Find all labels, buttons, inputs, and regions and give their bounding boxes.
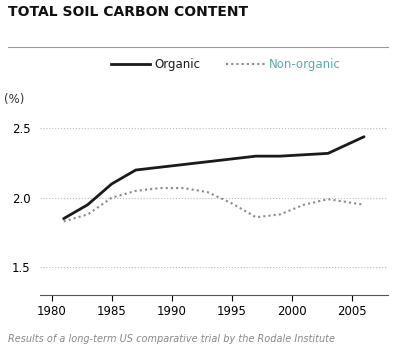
Non-organic (230, 201, 234, 205)
Organic (302, 153, 307, 157)
Line: Organic: Organic (64, 137, 364, 219)
Non-organic (302, 203, 307, 207)
Non-organic (181, 186, 186, 190)
Organic (206, 160, 210, 164)
Organic (362, 135, 366, 139)
Organic (133, 168, 138, 172)
Non-organic (278, 212, 282, 217)
Organic (181, 162, 186, 167)
Text: (%): (%) (4, 93, 24, 106)
Non-organic (109, 196, 114, 200)
Text: Organic: Organic (154, 58, 200, 71)
Organic (109, 182, 114, 186)
Organic (326, 151, 330, 155)
Non-organic (157, 186, 162, 190)
Organic (157, 165, 162, 169)
Non-organic (133, 189, 138, 193)
Organic (61, 217, 66, 221)
Organic (85, 203, 90, 207)
Non-organic (206, 190, 210, 194)
Text: TOTAL SOIL CARBON CONTENT: TOTAL SOIL CARBON CONTENT (8, 5, 248, 19)
Organic (278, 154, 282, 158)
Non-organic (326, 197, 330, 201)
Organic (230, 157, 234, 161)
Non-organic (362, 203, 366, 207)
Text: Results of a long-term US comparative trial by the Rodale Institute: Results of a long-term US comparative tr… (8, 333, 335, 344)
Organic (253, 154, 258, 158)
Text: Non-organic: Non-organic (269, 58, 341, 71)
Line: Non-organic: Non-organic (64, 188, 364, 221)
Non-organic (253, 215, 258, 219)
Non-organic (61, 219, 66, 223)
Non-organic (85, 212, 90, 217)
